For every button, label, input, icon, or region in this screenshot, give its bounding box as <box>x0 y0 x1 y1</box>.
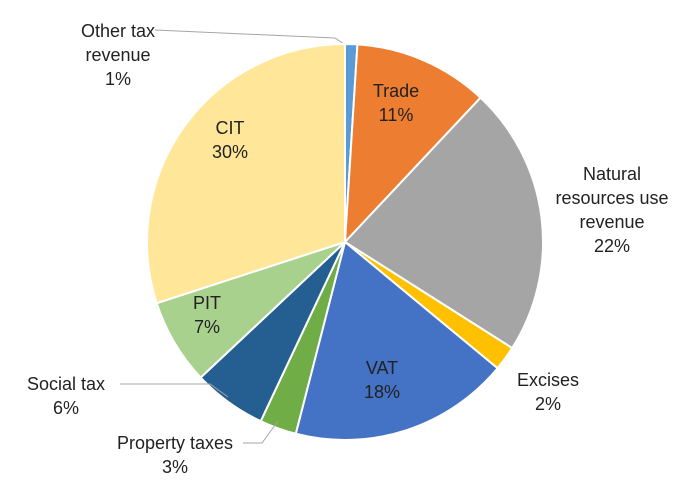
pie-slice <box>146 42 346 305</box>
category-name: Social tax <box>26 374 106 394</box>
value-label: 11% <box>378 105 414 125</box>
slice-label: Trade 11% <box>356 79 436 127</box>
value-label: 1% <box>104 69 131 89</box>
slice-label: CIT 30% <box>190 116 270 164</box>
pie-slice <box>343 96 544 350</box>
category-name: CIT <box>215 118 245 138</box>
value-label: 22% <box>593 236 631 256</box>
slice-label: Social tax 6% <box>11 372 121 420</box>
pie-slice <box>343 43 482 245</box>
category-name: VAT <box>365 358 399 378</box>
category-name: Natural resources use revenue <box>555 164 669 232</box>
slice-label: Natural resources use revenue 22% <box>545 162 680 258</box>
value-label: 7% <box>193 317 220 337</box>
slice-label: Excises 2% <box>498 368 598 416</box>
pie-slice <box>294 240 499 441</box>
leader-line <box>154 29 345 45</box>
slice-label: PIT 7% <box>177 291 237 339</box>
slice-label: Other tax revenue 1% <box>68 19 168 91</box>
value-label: 18% <box>363 382 401 402</box>
value-label: 6% <box>52 398 79 418</box>
leader-line <box>243 420 279 444</box>
value-label: 3% <box>161 457 188 477</box>
category-name: PIT <box>192 293 221 313</box>
category-name: Trade <box>372 81 420 101</box>
category-name: Other tax revenue <box>80 21 156 65</box>
slice-label: VAT 18% <box>342 356 422 404</box>
category-name: Property taxes <box>116 433 234 453</box>
value-label: 2% <box>534 394 561 414</box>
category-name: Excises <box>516 370 579 390</box>
slice-label: Property taxes 3% <box>95 431 255 479</box>
value-label: 30% <box>211 142 249 162</box>
leader-line <box>120 383 229 398</box>
